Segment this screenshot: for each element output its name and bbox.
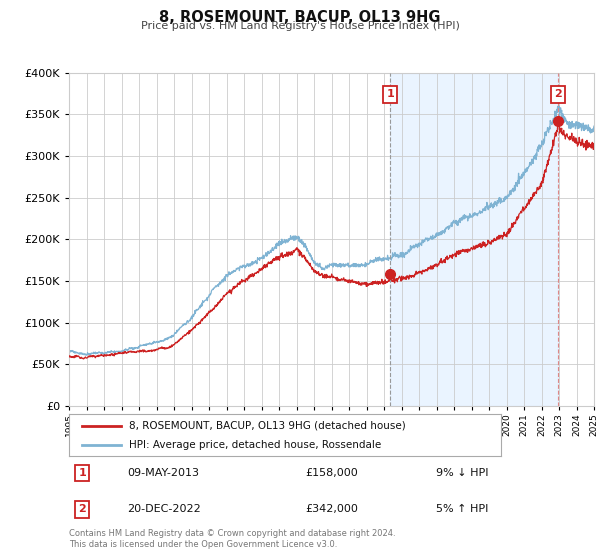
Text: 2: 2 [78,505,86,515]
Text: 1: 1 [386,90,394,100]
Text: 2: 2 [554,90,562,100]
Text: £158,000: £158,000 [305,468,358,478]
Text: 8, ROSEMOUNT, BACUP, OL13 9HG (detached house): 8, ROSEMOUNT, BACUP, OL13 9HG (detached … [130,421,406,431]
Text: 5% ↑ HPI: 5% ↑ HPI [437,505,489,515]
Text: 20-DEC-2022: 20-DEC-2022 [127,505,200,515]
Text: 1: 1 [78,468,86,478]
Text: Price paid vs. HM Land Registry's House Price Index (HPI): Price paid vs. HM Land Registry's House … [140,21,460,31]
Text: 9% ↓ HPI: 9% ↓ HPI [437,468,489,478]
Bar [390,73,559,406]
Text: 09-MAY-2013: 09-MAY-2013 [127,468,199,478]
Text: 8, ROSEMOUNT, BACUP, OL13 9HG: 8, ROSEMOUNT, BACUP, OL13 9HG [159,10,441,25]
Text: £342,000: £342,000 [305,505,358,515]
Text: Contains HM Land Registry data © Crown copyright and database right 2024.
This d: Contains HM Land Registry data © Crown c… [69,529,395,549]
Text: HPI: Average price, detached house, Rossendale: HPI: Average price, detached house, Ross… [130,440,382,450]
